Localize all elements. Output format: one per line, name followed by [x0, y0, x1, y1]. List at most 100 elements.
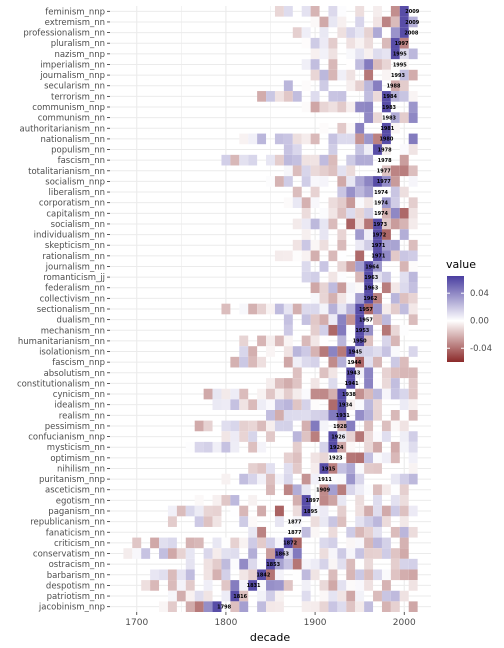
- heatmap-tile: [239, 473, 249, 485]
- heatmap-tile: [266, 548, 275, 559]
- heatmap-tile: [364, 484, 374, 496]
- heatmap-tile: [373, 356, 382, 368]
- heatmap-tile: [408, 282, 418, 294]
- heatmap-tile: [399, 48, 409, 60]
- heatmap-tile: [310, 324, 320, 336]
- heatmap-tile: [319, 505, 329, 517]
- heatmap-tile: [239, 505, 249, 517]
- heatmap-tile: [257, 356, 267, 368]
- heatmap-tile: [373, 27, 382, 38]
- heatmap-tile: [390, 112, 400, 123]
- heatmap-tile: [292, 463, 302, 474]
- heatmap-tile: [328, 91, 338, 102]
- heatmap-tile: [373, 441, 382, 453]
- heatmap-tile: [230, 441, 240, 453]
- heatmap-tile: [399, 324, 409, 336]
- peak-label: 1911: [318, 477, 332, 483]
- heatmap-tile: [355, 186, 365, 198]
- heatmap-tile: [399, 505, 409, 517]
- heatmap-tile: [373, 218, 382, 230]
- heatmap-tile: [364, 558, 374, 570]
- heatmap-tile: [274, 580, 284, 591]
- heatmap-tile: [266, 335, 275, 347]
- heatmap-tile: [355, 431, 365, 442]
- heatmap-tile: [328, 324, 338, 336]
- heatmap-tile: [399, 250, 409, 262]
- heatmap-tile: [390, 548, 400, 559]
- heatmap-tile: [283, 346, 293, 357]
- heatmap-tile: [399, 399, 409, 410]
- y-tick-label: imperialism_nn: [40, 60, 105, 70]
- heatmap-tile: [364, 69, 374, 81]
- heatmap-tile: [239, 431, 249, 442]
- heatmap-tile: [337, 239, 347, 251]
- heatmap-tile: [257, 601, 267, 612]
- heatmap-tile: [292, 537, 302, 549]
- y-tick-label: individualism_nn: [34, 231, 105, 241]
- heatmap-tile: [301, 420, 311, 432]
- heatmap-tile: [310, 526, 320, 538]
- heatmap-tile: [337, 122, 347, 134]
- heatmap-tile: [373, 537, 382, 549]
- heatmap-tile: [301, 356, 311, 368]
- heatmap-tile: [167, 580, 177, 591]
- heatmap-tile: [310, 558, 320, 570]
- heatmap-tile: [292, 367, 302, 379]
- heatmap-tile: [283, 548, 293, 559]
- heatmap-tile: [274, 537, 284, 549]
- heatmap-tile: [150, 537, 160, 549]
- heatmap-tile: [248, 495, 258, 506]
- heatmap-tile: [176, 580, 186, 591]
- heatmap-tile: [185, 590, 195, 602]
- heatmap-tile: [364, 526, 374, 538]
- heatmap-tile: [355, 37, 365, 49]
- heatmap-tile: [355, 314, 365, 325]
- y-tick-label: pessimism_nn: [45, 422, 105, 432]
- heatmap-tile: [301, 27, 311, 38]
- heatmap-tile: [274, 378, 284, 389]
- heatmap-tile: [381, 505, 391, 517]
- heatmap-tile: [319, 101, 329, 113]
- heatmap-tile: [399, 367, 409, 379]
- heatmap-tile: [399, 218, 409, 230]
- y-tick-label: absolutism_nn: [44, 369, 105, 379]
- heatmap-tile: [381, 37, 391, 49]
- heatmap-tile: [390, 218, 400, 230]
- heatmap-tile: [301, 218, 311, 230]
- heatmap-tile: [328, 516, 338, 527]
- heatmap-tile: [274, 303, 284, 315]
- heatmap-tile: [194, 420, 204, 432]
- heatmap-tile: [364, 569, 374, 581]
- heatmap-tile: [328, 356, 338, 368]
- heatmap-tile: [310, 250, 320, 262]
- heatmap-tile: [355, 410, 365, 421]
- heatmap-tile: [364, 410, 374, 421]
- heatmap-tile: [408, 48, 418, 60]
- y-tick-label: constitutionalism_nn: [17, 379, 105, 389]
- heatmap-tile: [346, 133, 356, 145]
- heatmap-tile: [239, 537, 249, 549]
- heatmap-tile: [337, 441, 347, 453]
- heatmap-tile: [212, 388, 222, 400]
- y-tick-label: optimism_nn: [50, 454, 105, 464]
- heatmap-tile: [346, 101, 356, 113]
- peak-label: 1944: [347, 360, 361, 366]
- heatmap-tile: [203, 569, 213, 581]
- heatmap-tile: [310, 346, 320, 357]
- heatmap-tile: [185, 441, 195, 453]
- y-tick-label: republicanism_nn: [30, 518, 105, 528]
- heatmap-tile: [355, 48, 365, 60]
- heatmap-tile: [390, 91, 400, 102]
- heatmap-tile: [203, 590, 213, 602]
- heatmap-tile: [310, 293, 320, 304]
- heatmap-tile: [355, 218, 365, 230]
- peak-label: 1853: [266, 562, 280, 568]
- heatmap-tile: [408, 239, 418, 251]
- heatmap-tile: [266, 410, 275, 421]
- heatmap-tile: [373, 463, 382, 474]
- heatmap-tile: [399, 59, 409, 70]
- heatmap-tile: [390, 356, 400, 368]
- heatmap-tile: [381, 367, 391, 379]
- heatmap-tile: [364, 537, 374, 549]
- heatmap-tile: [364, 420, 374, 432]
